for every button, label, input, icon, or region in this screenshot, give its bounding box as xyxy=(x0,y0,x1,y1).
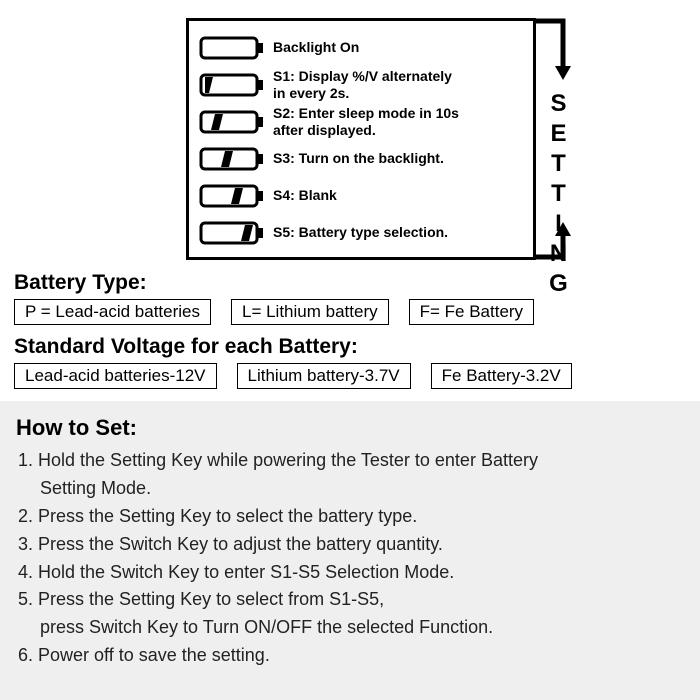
settings-row: S5: Battery type selection. xyxy=(199,214,523,251)
battery-icon xyxy=(199,147,265,171)
battery-type-box: P = Lead-acid batteries xyxy=(14,299,211,325)
battery-icon xyxy=(199,184,265,208)
howto-step: 2. Press the Setting Key to select the b… xyxy=(18,503,684,531)
settings-diagram: Backlight On S1: Display %/V alternatelyi… xyxy=(0,0,700,265)
voltage-box: Lithium battery-3.7V xyxy=(237,363,411,389)
voltage-section: Standard Voltage for each Battery: Lead-… xyxy=(0,329,700,393)
howto-step: 6. Power off to save the setting. xyxy=(18,642,684,670)
battery-type-section: Battery Type: P = Lead-acid batteries L= … xyxy=(0,265,700,329)
settings-row-text: S3: Turn on the backlight. xyxy=(273,150,444,166)
howto-step: 5. Press the Setting Key to select from … xyxy=(18,586,684,642)
settings-row: S1: Display %/V alternatelyin every 2s. xyxy=(199,66,523,103)
settings-row: S3: Turn on the backlight. xyxy=(199,140,523,177)
voltage-box: Lead-acid batteries-12V xyxy=(14,363,217,389)
arrow-down-icon xyxy=(533,18,573,83)
howto-step: 1. Hold the Setting Key while powering t… xyxy=(18,447,684,503)
setting-vertical-label: SETTING xyxy=(544,90,572,300)
settings-row-text: Backlight On xyxy=(273,39,359,55)
battery-icon xyxy=(199,110,265,134)
settings-row-text: S5: Battery type selection. xyxy=(273,224,448,240)
battery-type-boxes: P = Lead-acid batteries L= Lithium batter… xyxy=(14,299,686,325)
battery-icon xyxy=(199,221,265,245)
howto-section: How to Set: 1. Hold the Setting Key whil… xyxy=(0,401,700,700)
battery-type-box: L= Lithium battery xyxy=(231,299,389,325)
howto-steps: 1. Hold the Setting Key while powering t… xyxy=(16,447,684,670)
settings-row-text: S4: Blank xyxy=(273,187,337,203)
settings-row: S2: Enter sleep mode in 10safter display… xyxy=(199,103,523,140)
howto-step: 3. Press the Switch Key to adjust the ba… xyxy=(18,531,684,559)
voltage-boxes: Lead-acid batteries-12V Lithium battery-3… xyxy=(14,363,686,389)
settings-row-text: S1: Display %/V alternatelyin every 2s. xyxy=(273,68,452,100)
howto-step: 4. Hold the Switch Key to enter S1-S5 Se… xyxy=(18,559,684,587)
settings-row-text: S2: Enter sleep mode in 10safter display… xyxy=(273,105,459,137)
howto-title: How to Set: xyxy=(16,415,684,441)
battery-type-title: Battery Type: xyxy=(14,271,686,295)
battery-icon xyxy=(199,36,265,60)
battery-type-box: F= Fe Battery xyxy=(409,299,534,325)
settings-box: Backlight On S1: Display %/V alternatelyi… xyxy=(186,18,536,260)
voltage-box: Fe Battery-3.2V xyxy=(431,363,572,389)
voltage-title: Standard Voltage for each Battery: xyxy=(14,335,686,359)
settings-row: Backlight On xyxy=(199,29,523,66)
battery-icon xyxy=(199,73,265,97)
settings-row: S4: Blank xyxy=(199,177,523,214)
